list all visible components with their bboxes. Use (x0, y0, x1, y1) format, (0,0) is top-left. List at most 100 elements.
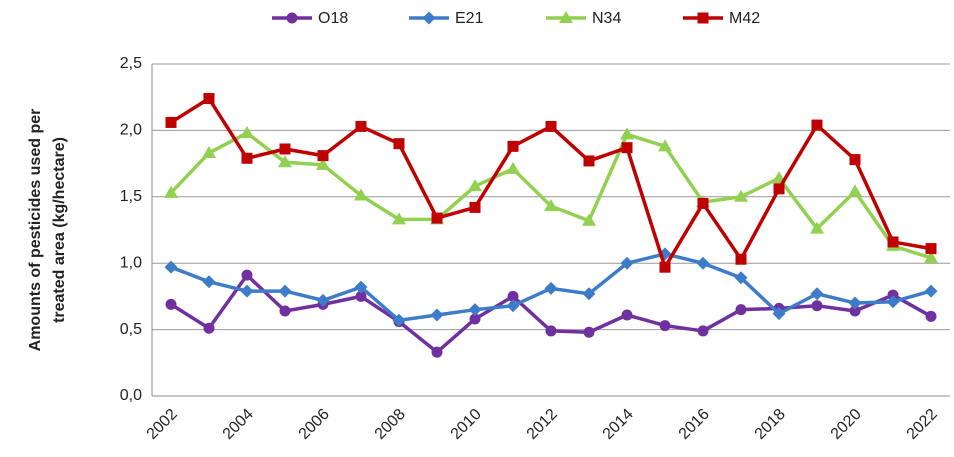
point (393, 138, 405, 150)
point (887, 236, 899, 248)
point (431, 212, 443, 224)
y-tick-label: 0,5 (120, 321, 142, 338)
point (583, 155, 595, 167)
legend-marker (559, 11, 573, 23)
y-axis-label: treated area (kg/hectare) (51, 137, 68, 323)
point (355, 290, 367, 302)
point (849, 154, 861, 166)
point (772, 307, 786, 321)
point (924, 250, 938, 263)
point (241, 152, 253, 164)
point (278, 155, 292, 168)
point (545, 325, 557, 337)
x-tick-label: 2006 (296, 406, 333, 443)
point (430, 308, 444, 322)
x-tick-label: 2020 (828, 406, 865, 443)
point (735, 253, 747, 265)
legend-marker (697, 12, 709, 24)
point (392, 313, 406, 327)
x-tick-label: 2002 (144, 406, 181, 443)
point (203, 93, 215, 105)
point (316, 157, 330, 170)
x-tick-label: 2004 (220, 406, 257, 443)
legend-marker (422, 11, 436, 25)
point (431, 346, 443, 358)
point (583, 326, 595, 338)
point (582, 287, 596, 301)
point (696, 256, 710, 270)
point (659, 320, 671, 332)
point (507, 290, 519, 302)
x-tick-label: 2008 (372, 406, 409, 443)
point (164, 260, 178, 274)
point (507, 140, 519, 152)
x-tick-label: 2010 (448, 406, 485, 443)
point (886, 295, 900, 309)
y-axis-label: Amounts of pesticides used per (27, 109, 44, 352)
y-tick-label: 2,5 (120, 55, 142, 72)
point (810, 221, 824, 234)
point (469, 201, 481, 213)
point (848, 296, 862, 310)
x-tick-label: 2018 (752, 406, 789, 443)
point (734, 189, 748, 202)
point (621, 309, 633, 321)
point (544, 199, 558, 212)
point (659, 261, 671, 273)
legend-label: N34 (592, 10, 621, 27)
point (316, 293, 330, 307)
point (469, 313, 481, 325)
point (506, 161, 520, 174)
point (506, 299, 520, 313)
point (925, 310, 937, 322)
y-tick-label: 0,0 (120, 387, 142, 404)
point (240, 284, 254, 298)
point (925, 243, 937, 255)
point (355, 120, 367, 132)
legend-marker (286, 12, 298, 24)
point (810, 287, 824, 301)
point (165, 116, 177, 128)
point (354, 188, 368, 201)
point (468, 303, 482, 317)
point (811, 119, 823, 131)
point (203, 322, 215, 334)
y-tick-label: 1,5 (120, 188, 142, 205)
x-tick-label: 2016 (676, 406, 713, 443)
point (241, 269, 253, 281)
point (697, 197, 709, 209)
point (734, 271, 748, 285)
point (202, 275, 216, 289)
point (658, 139, 672, 152)
point (468, 179, 482, 192)
legend-label: O18 (318, 10, 348, 27)
point (317, 150, 329, 162)
point (354, 280, 368, 294)
x-tick-label: 2014 (600, 406, 637, 443)
x-tick-label: 2012 (524, 406, 561, 443)
point (164, 185, 178, 198)
legend-label: M42 (729, 10, 760, 27)
point (887, 289, 899, 301)
y-tick-label: 2,0 (120, 122, 142, 139)
y-tick-label: 1,0 (120, 254, 142, 271)
point (924, 284, 938, 298)
point (620, 256, 634, 270)
point (279, 305, 291, 317)
point (544, 281, 558, 295)
point (278, 284, 292, 298)
point (165, 298, 177, 310)
point (735, 304, 747, 316)
point (773, 183, 785, 195)
point (811, 300, 823, 312)
point (545, 120, 557, 132)
point (392, 212, 406, 225)
point (202, 145, 216, 158)
point (849, 305, 861, 317)
point (848, 184, 862, 197)
point (240, 126, 254, 139)
point (621, 142, 633, 154)
legend-label: E21 (455, 10, 484, 27)
point (620, 127, 634, 140)
